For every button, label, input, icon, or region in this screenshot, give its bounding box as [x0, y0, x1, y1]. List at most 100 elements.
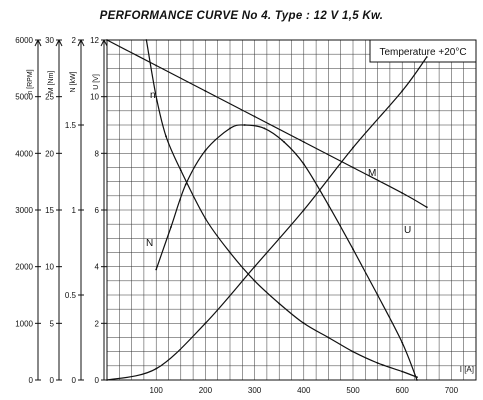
- data-point-n: [145, 39, 148, 41]
- x-tick-label: 200: [199, 386, 213, 395]
- y-tick-label: 1000: [15, 319, 33, 328]
- data-point-u: [302, 141, 305, 143]
- power-axis-label: N [kW]: [70, 71, 77, 92]
- y-tick-label: 30: [45, 36, 54, 45]
- data-point-m: [425, 56, 428, 58]
- data-point-n: [416, 379, 418, 381]
- data-point-n: [376, 362, 379, 364]
- y-tick-label: 6000: [15, 36, 33, 45]
- data-point-n: [376, 294, 379, 296]
- torque-axis-arrow: [58, 39, 63, 47]
- data-point-m: [106, 379, 108, 381]
- voltage-axis-arrow: [103, 39, 108, 47]
- speed-axis-arrow: [34, 39, 39, 47]
- data-point-n: [302, 163, 305, 166]
- y-tick-label: 2000: [15, 263, 33, 272]
- chart-title: PERFORMANCE CURVE No 4. Type : 12 V 1,5 …: [99, 10, 384, 22]
- y-tick-label: 10: [90, 93, 99, 102]
- y-tick-label: 10: [45, 263, 54, 272]
- data-point-n: [401, 341, 404, 344]
- data-point-n: [229, 127, 231, 130]
- data-point-n: [204, 149, 207, 152]
- x-tick-label: 100: [150, 386, 164, 395]
- y-tick-label: 25: [45, 93, 54, 102]
- data-point-m: [253, 265, 256, 268]
- y-tick-label: 0.5: [65, 291, 77, 300]
- x-tick-label: 300: [248, 386, 262, 395]
- y-tick-label: 2: [95, 319, 100, 328]
- y-tick-label: 12: [90, 36, 99, 45]
- y-tick-label: 5000: [15, 93, 33, 102]
- data-point-n: [253, 279, 256, 282]
- data-point-n: [302, 322, 305, 325]
- x-axis-label: I [A]: [460, 365, 474, 374]
- data-point-m: [302, 209, 305, 211]
- series-label-n: n: [150, 90, 156, 101]
- data-point-m: [204, 322, 207, 325]
- data-point-n: [283, 141, 286, 143]
- data-point-n: [243, 124, 246, 126]
- data-point-u: [425, 206, 428, 209]
- data-point-m: [155, 367, 158, 370]
- y-tick-label: 6: [95, 206, 100, 215]
- data-point-n: [179, 169, 182, 172]
- y-tick-label: 0: [29, 376, 34, 385]
- data-point-n: [278, 302, 281, 305]
- y-tick-label: 0: [50, 376, 55, 385]
- data-point-n: [165, 135, 167, 138]
- series-line-n: [155, 124, 418, 381]
- data-point-u: [401, 192, 404, 194]
- data-point-n: [352, 248, 354, 251]
- y-tick-label: 0: [95, 376, 100, 385]
- power-axis-arrow: [80, 39, 85, 47]
- x-tick-label: 600: [396, 386, 410, 395]
- y-tick-label: 15: [45, 206, 54, 215]
- data-point-m: [352, 146, 354, 149]
- y-tick-label: 8: [95, 149, 100, 158]
- y-tick-label: 5: [50, 319, 55, 328]
- y-tick-label: 3000: [15, 206, 33, 215]
- data-point-n: [352, 350, 354, 353]
- data-point-u: [106, 39, 108, 41]
- y-tick-label: 0: [72, 376, 77, 385]
- temperature-annotation: Temperature +20°C: [379, 47, 466, 58]
- data-point-n: [155, 268, 158, 271]
- data-point-m: [401, 90, 404, 92]
- y-tick-label: 4000: [15, 149, 33, 158]
- data-point-u: [155, 64, 158, 67]
- y-tick-label: 20: [45, 149, 54, 158]
- torque-axis-arrow: [55, 39, 60, 47]
- data-point-u: [204, 90, 207, 92]
- x-tick-label: 500: [346, 386, 360, 395]
- data-point-n: [229, 251, 231, 254]
- data-point-n: [401, 370, 404, 373]
- series-label-u: U: [404, 225, 411, 236]
- y-tick-label: 4: [95, 263, 100, 272]
- power-axis-arrow: [77, 39, 82, 47]
- data-point-n: [170, 226, 172, 228]
- data-point-n: [263, 127, 266, 130]
- voltage-axis-arrow: [100, 39, 105, 47]
- x-tick-label: 400: [297, 386, 311, 395]
- data-point-n: [184, 183, 187, 186]
- torque-axis-label: M [Nm]: [48, 71, 55, 94]
- data-point-n: [204, 217, 207, 220]
- y-tick-label: 1.5: [65, 121, 77, 130]
- speed-axis-arrow: [37, 39, 42, 47]
- voltage-axis-label: U [V]: [93, 74, 100, 90]
- data-point-u: [352, 166, 354, 169]
- series-label-n: N: [146, 238, 153, 249]
- data-point-n: [327, 204, 330, 206]
- y-tick-label: 2: [72, 36, 77, 45]
- series-line-n: [145, 39, 418, 378]
- series-label-m: M: [368, 168, 376, 179]
- data-point-n: [155, 95, 158, 98]
- x-tick-label: 700: [445, 386, 459, 395]
- data-point-u: [253, 115, 256, 118]
- y-tick-label: 1: [72, 206, 77, 215]
- speed-axis-label: n [RPM]: [27, 69, 34, 94]
- data-point-n: [327, 336, 330, 339]
- series-line-m: [106, 56, 428, 381]
- series-line-u: [106, 39, 428, 208]
